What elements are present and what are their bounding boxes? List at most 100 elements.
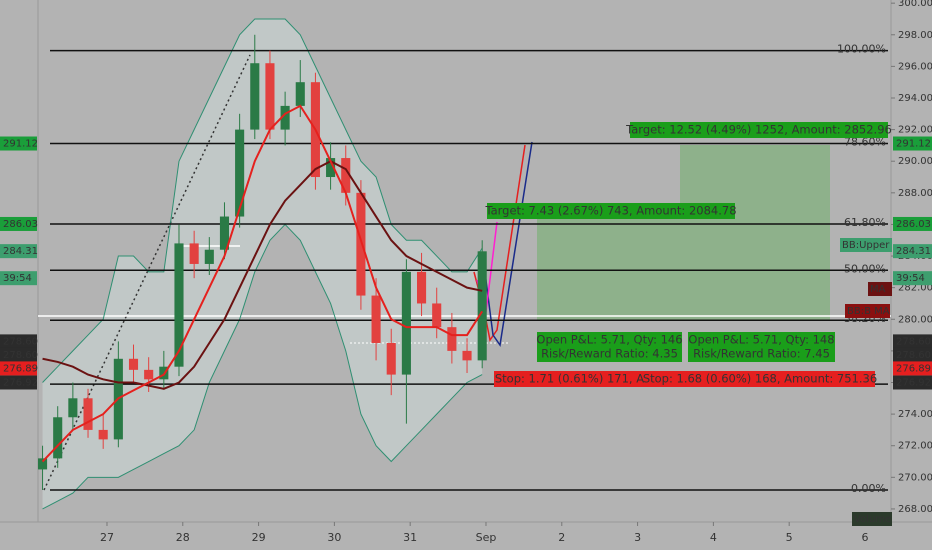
y-tick-label: 296.00 (898, 61, 932, 72)
price-tag (893, 361, 932, 376)
candle-body (295, 82, 305, 106)
x-tick-label: 31 (403, 531, 417, 544)
price-tag-label: 39:54 (896, 273, 925, 284)
indicator-label: BB:Upper (842, 240, 890, 251)
price-tag (893, 347, 932, 362)
position-label: Target: 7.43 (2.67%) 743, Amount: 2084.7… (484, 204, 736, 218)
candle-body (447, 327, 457, 351)
candle-body (189, 243, 199, 264)
candle-body (204, 249, 214, 264)
indicator-tag (868, 282, 892, 296)
fib-level-label: 100.00% (837, 43, 886, 56)
position-label-box (537, 332, 682, 362)
y-tick-label: 272.00 (898, 441, 932, 452)
candle-body (38, 458, 48, 470)
price-tag (0, 347, 37, 362)
price-tag-label: 276.89 (3, 363, 38, 374)
price-tag-label: 39:54 (3, 273, 32, 284)
position-label-box (645, 371, 875, 387)
position-label: Risk/Reward Ratio: 7.45 (693, 347, 830, 361)
candle-body (53, 417, 63, 459)
x-tick-label: 28 (176, 531, 190, 544)
price-tag-label: 278.60 (3, 336, 38, 347)
x-tick-label: 30 (327, 531, 341, 544)
indicator-tag (852, 512, 892, 526)
x-tick-label: 4 (710, 531, 717, 544)
moving-average (42, 160, 483, 390)
y-tick-label: 288.00 (898, 188, 932, 199)
y-tick-label: 290.00 (898, 156, 932, 167)
price-tag-label: 286.03 (896, 219, 931, 230)
position-label-box (494, 371, 645, 387)
position-label: Open P&L: 5.71, Qty: 146 (536, 333, 682, 347)
indicator-label: BB:B MA (847, 306, 890, 317)
price-tag-label: 276.92 (3, 377, 38, 388)
indicator-label: MA (870, 284, 886, 295)
candle-body (250, 63, 260, 130)
position-label-box (688, 332, 835, 362)
x-tick-label: 27 (100, 531, 114, 544)
price-tag (0, 244, 37, 259)
target-zone (680, 145, 830, 320)
candle-body (386, 342, 396, 375)
price-tag (893, 244, 932, 259)
bollinger-band (42, 223, 483, 510)
y-tick-label: 294.00 (898, 93, 932, 104)
price-tag (0, 216, 37, 231)
price-tag (893, 334, 932, 349)
candle-body (235, 129, 245, 217)
y-tick-label: 298.00 (898, 30, 932, 41)
position-label: Stop: 1.71 (0.61%) 171, A (495, 372, 644, 386)
price-tag-label: 276.89 (896, 363, 931, 374)
candle-body (174, 243, 184, 367)
price-tag (0, 375, 37, 390)
y-tick-label: 280.00 (898, 314, 932, 325)
candle-body (477, 251, 487, 361)
fib-level-label: 0.00% (851, 482, 886, 495)
candle-body (356, 192, 366, 296)
price-tag (893, 216, 932, 231)
indicator-tag (845, 304, 890, 318)
x-tick-label: 3 (634, 531, 641, 544)
candle-body (128, 358, 139, 370)
candle-body (219, 216, 230, 250)
candle-body (98, 429, 108, 440)
price-tag (893, 375, 932, 390)
price-tag-label: 284.31 (3, 246, 38, 257)
candle-body (144, 369, 154, 380)
bollinger-band (42, 18, 483, 383)
position-label-box (630, 122, 888, 138)
position-label-box (487, 203, 735, 219)
fib-level-label: 61.80% (844, 216, 886, 229)
candle-body (341, 158, 351, 193)
price-tag (0, 136, 37, 151)
position-label: Open P&L: 5.71, Qty: 148 (688, 333, 834, 347)
y-tick-label: 292.00 (898, 125, 932, 136)
x-tick-label: 2 (558, 531, 565, 544)
target-zone (537, 217, 680, 320)
price-tag-label: 284.31 (896, 246, 931, 257)
candle-body (462, 350, 472, 361)
price-tag (0, 271, 37, 286)
candle-body (432, 303, 442, 328)
price-tag-label: 291.12 (896, 139, 931, 150)
candle-body (83, 398, 93, 430)
fib-level-label: 78.60% (844, 136, 886, 149)
position-zones (537, 145, 830, 320)
candle-body (417, 271, 427, 304)
x-tick-label: Sep (476, 531, 497, 544)
indicator-label: Volume (854, 514, 891, 525)
candle-body (68, 398, 78, 418)
y-tick-label: 274.00 (898, 409, 932, 420)
candle-body (326, 158, 336, 178)
price-tag-label: 278.60 (896, 336, 931, 347)
price-tag (893, 136, 932, 151)
moving-average (41, 104, 484, 463)
x-tick-label: 5 (786, 531, 793, 544)
y-tick-label: 270.00 (898, 472, 932, 483)
x-tick-label: 6 (861, 531, 868, 544)
price-tag (0, 334, 37, 349)
arrow (483, 141, 533, 347)
indicator-tag (840, 238, 892, 252)
